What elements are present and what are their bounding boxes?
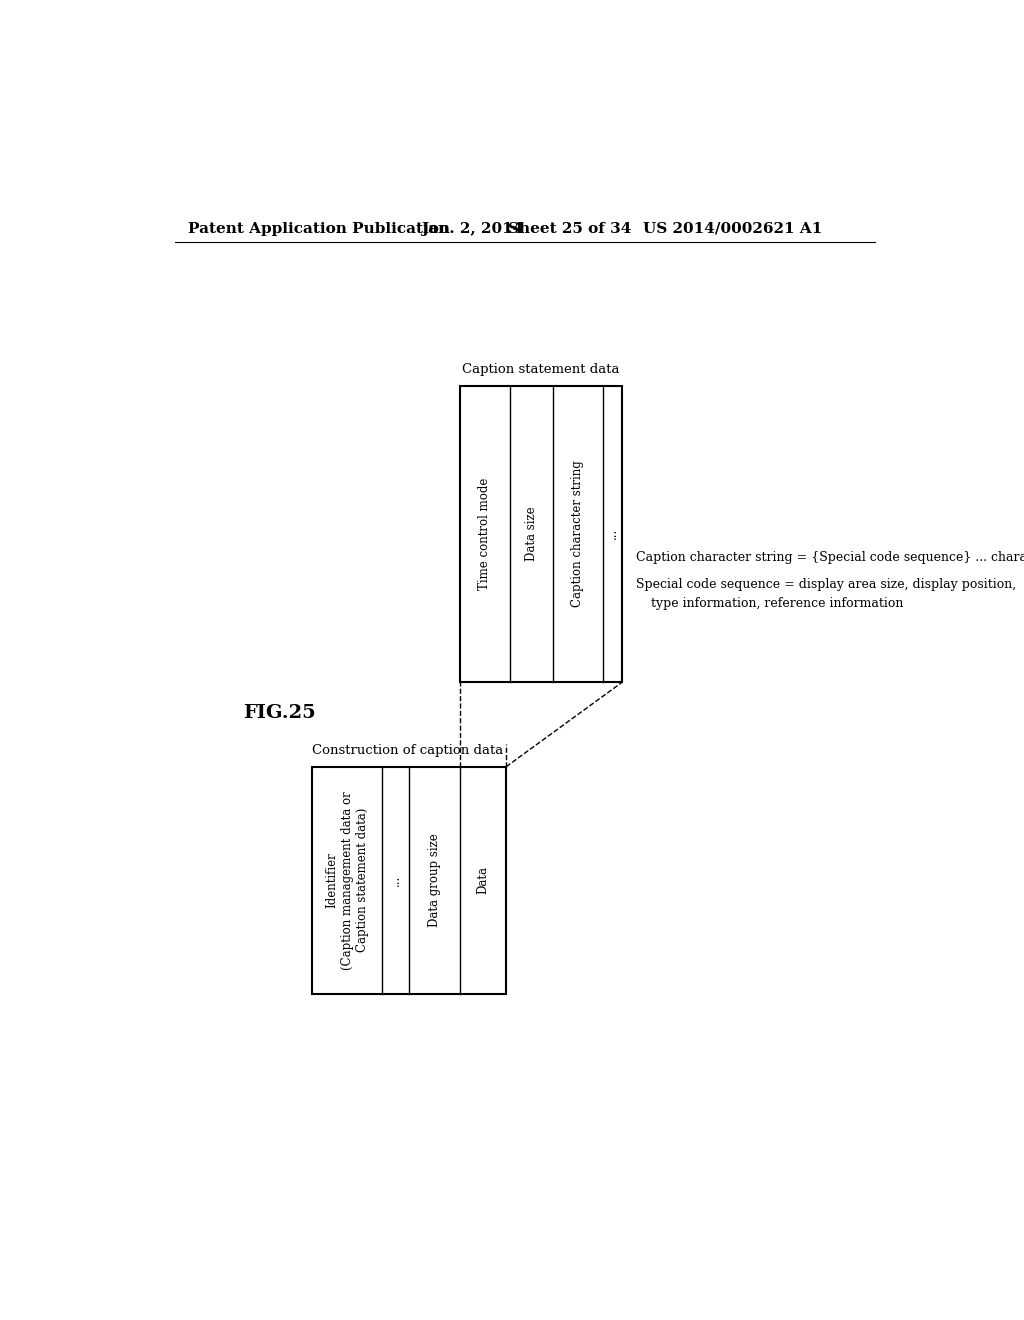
Bar bbox=[460, 385, 623, 682]
Bar bbox=[312, 767, 506, 994]
Text: Caption character string: Caption character string bbox=[571, 461, 585, 607]
Text: Time control mode: Time control mode bbox=[478, 478, 492, 590]
Text: Jan. 2, 2014: Jan. 2, 2014 bbox=[421, 222, 523, 235]
Text: Data size: Data size bbox=[525, 507, 538, 561]
Text: Patent Application Publication: Patent Application Publication bbox=[188, 222, 451, 235]
Text: Data group size: Data group size bbox=[428, 833, 441, 927]
Text: ...: ... bbox=[389, 875, 402, 886]
Text: type information, reference information: type information, reference information bbox=[651, 598, 903, 610]
Text: Caption character string = {Special code sequence} ... character string: Caption character string = {Special code… bbox=[636, 552, 1024, 564]
Text: US 2014/0002621 A1: US 2014/0002621 A1 bbox=[643, 222, 822, 235]
Text: FIG.25: FIG.25 bbox=[243, 704, 315, 722]
Text: Construction of caption data: Construction of caption data bbox=[312, 744, 504, 758]
Text: Identifier
(Caption management data or
Caption statement data): Identifier (Caption management data or C… bbox=[326, 791, 369, 970]
Text: ...: ... bbox=[606, 528, 620, 540]
Text: Sheet 25 of 34: Sheet 25 of 34 bbox=[508, 222, 631, 235]
Text: Special code sequence = display area size, display position,: Special code sequence = display area siz… bbox=[636, 578, 1016, 591]
Text: Caption statement data: Caption statement data bbox=[462, 363, 620, 376]
Text: Data: Data bbox=[476, 866, 489, 894]
